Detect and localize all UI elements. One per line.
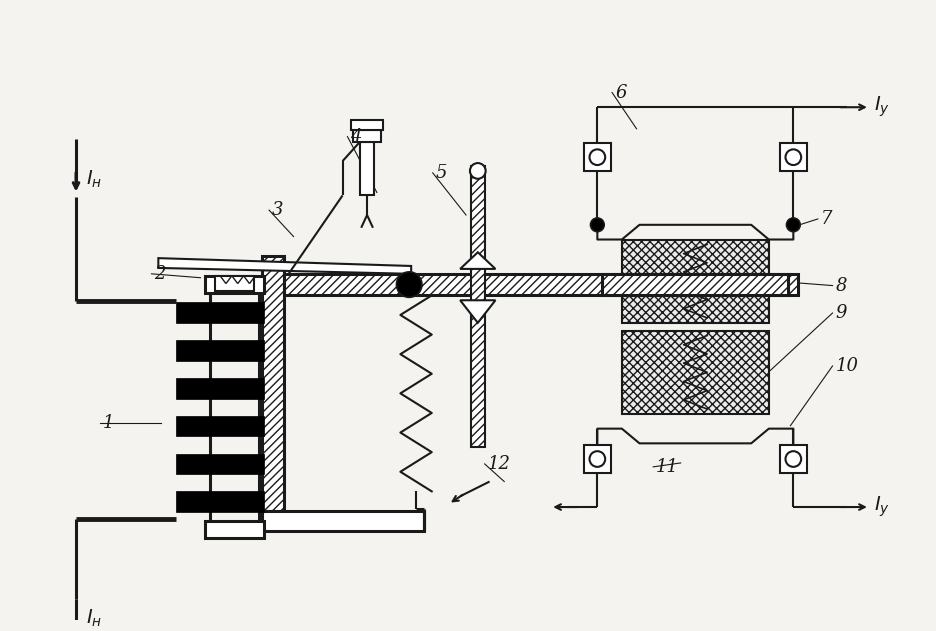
Bar [622,240,768,323]
Text: 7: 7 [821,210,832,228]
Text: 3: 3 [272,201,284,219]
Circle shape [470,163,486,179]
Bar [176,454,264,475]
Bar [602,274,788,295]
Circle shape [785,451,801,467]
Bar [584,143,611,171]
Bar [176,302,264,323]
Circle shape [397,272,422,297]
Text: 12: 12 [488,455,511,473]
Text: 5: 5 [435,164,447,182]
Bar [215,276,255,292]
Circle shape [591,218,605,232]
Bar [354,130,381,141]
Bar [584,445,611,473]
Circle shape [590,150,606,165]
Text: 9: 9 [836,304,847,322]
Bar [262,511,424,531]
Circle shape [785,150,801,165]
Bar [176,416,264,437]
Text: 4: 4 [350,127,362,146]
Bar [780,445,807,473]
Circle shape [786,218,800,232]
Bar [176,378,264,399]
Text: $I_н$: $I_н$ [86,608,102,629]
Text: 10: 10 [836,357,858,375]
Polygon shape [461,252,495,269]
Bar [351,120,383,130]
Text: 11: 11 [656,458,680,476]
Bar [176,340,264,361]
Bar [262,256,284,511]
Text: 1: 1 [102,414,114,432]
Bar [360,141,373,196]
Text: $I_у$: $I_у$ [873,495,889,519]
Bar [205,521,264,538]
Text: 8: 8 [836,276,847,295]
Text: $I_н$: $I_н$ [86,169,102,191]
Circle shape [590,451,606,467]
Polygon shape [158,258,411,274]
Text: 2: 2 [154,265,166,283]
Bar [176,492,264,512]
Bar [471,166,485,447]
Polygon shape [461,300,495,323]
Bar [780,143,807,171]
Text: 6: 6 [615,83,626,102]
Text: $I_у$: $I_у$ [873,95,889,119]
Bar [622,331,768,414]
Bar [284,274,798,295]
Bar [205,276,264,293]
